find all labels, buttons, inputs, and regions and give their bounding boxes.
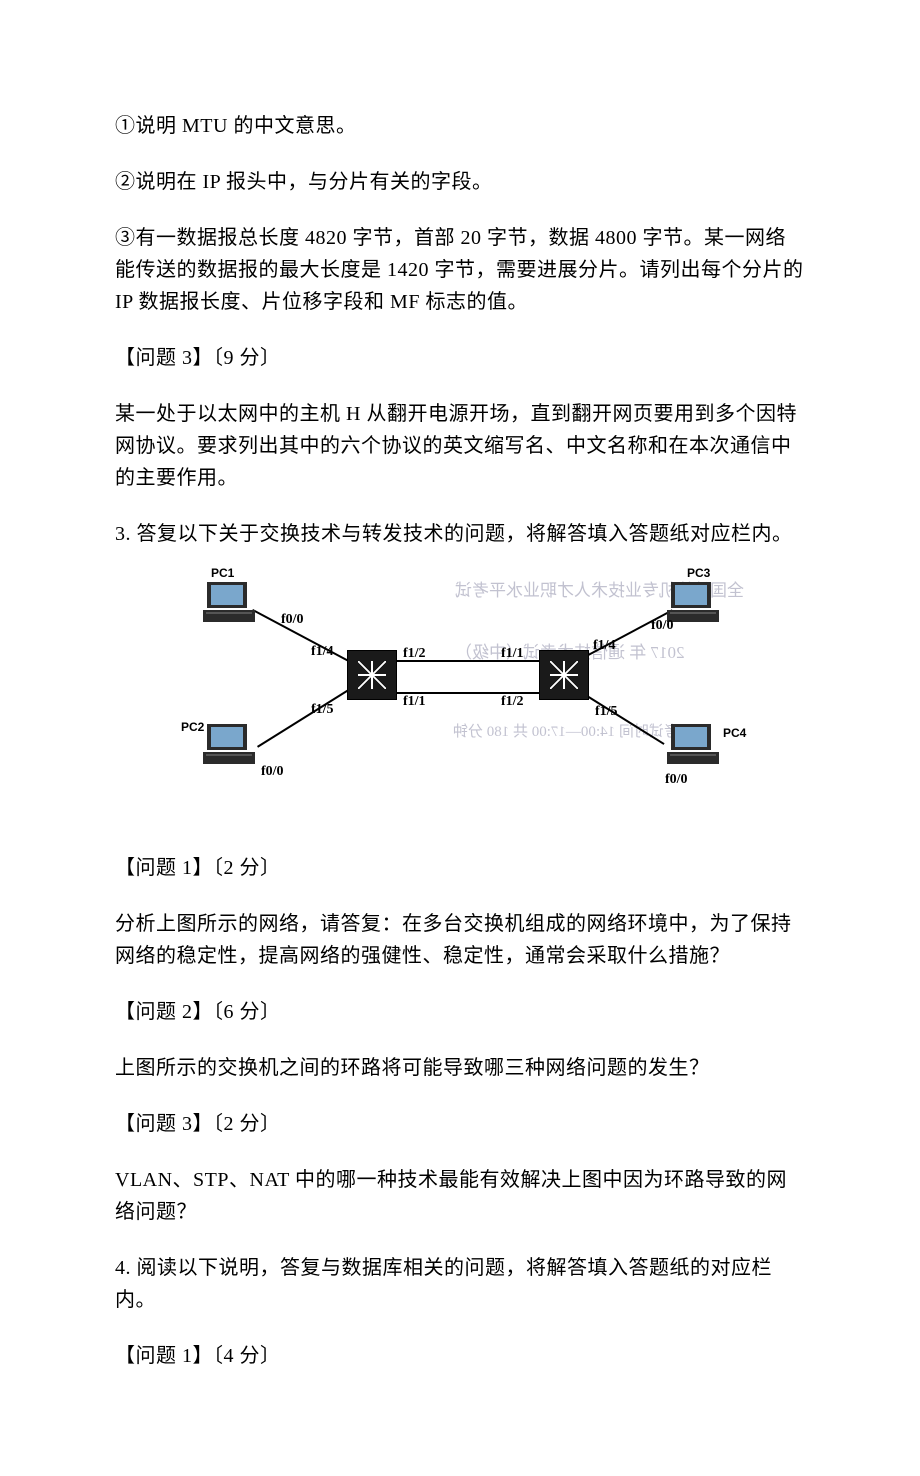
label-sw2-f14: f1/4 [593, 638, 616, 654]
pc3 [667, 580, 719, 626]
pc2-label: PC2 [181, 720, 204, 734]
item-1: ①说明 MTU 的中文意思。 [115, 110, 805, 142]
pc1-label: PC1 [211, 566, 234, 580]
label-sw1-f14: f1/4 [311, 644, 334, 660]
label-sw2-f12: f1/2 [501, 694, 524, 710]
section-4-intro: 4. 阅读以下说明，答复与数据库相关的问题，将解答填入答题纸的对应栏内。 [115, 1252, 805, 1316]
section-3-intro: 3. 答复以下关于交换技术与转发技术的问题，将解答填入答题纸对应栏内。 [115, 518, 805, 550]
label-pc2-f00: f0/0 [261, 764, 284, 780]
pc4-label: PC4 [723, 726, 746, 740]
label-sw2-f11: f1/1 [501, 646, 524, 662]
s4-q1-heading: 【问题 1】〔4 分〕 [115, 1340, 805, 1372]
pc4 [667, 722, 719, 768]
s3-q2-body: 上图所示的交换机之间的环路将可能导致哪三种网络问题的发生？ [115, 1052, 805, 1084]
label-sw1-f11: f1/1 [403, 694, 426, 710]
label-sw1-f12: f1/2 [403, 646, 426, 662]
network-diagram-container: 全国计算机专业技术人才职业水平考试 2017 年 通信技术考试（中级） 考试时间… [115, 574, 805, 802]
switch-2 [539, 650, 589, 700]
pc3-label: PC3 [687, 566, 710, 580]
label-sw2-f15: f1/5 [595, 704, 618, 720]
switch-1 [347, 650, 397, 700]
label-pc4-f00: f0/0 [665, 772, 688, 788]
label-sw1-f15: f1/5 [311, 702, 334, 718]
pc2 [203, 722, 255, 768]
question-3-body: 某一处于以太网中的主机 H 从翻开电源开场，直到翻开网页要用到多个因特网协议。要… [115, 398, 805, 494]
document-page: ①说明 MTU 的中文意思。 ②说明在 IP 报头中，与分片有关的字段。 ③有一… [0, 0, 920, 1476]
item-3: ③有一数据报总长度 4820 字节，首部 20 字节，数据 4800 字节。某一… [115, 222, 805, 318]
link-pc2-sw1 [257, 689, 350, 748]
item-2: ②说明在 IP 报头中，与分片有关的字段。 [115, 166, 805, 198]
pc1 [203, 580, 255, 626]
s3-q1-body: 分析上图所示的网络，请答复：在多台交换机组成的网络环境中，为了保持网络的稳定性，… [115, 908, 805, 972]
s3-q3-heading: 【问题 3】〔2 分〕 [115, 1108, 805, 1140]
s3-q3-body: VLAN、STP、NAT 中的哪一种技术最能有效解决上图中因为环路导致的网络问题… [115, 1164, 805, 1228]
network-diagram: 全国计算机专业技术人才职业水平考试 2017 年 通信技术考试（中级） 考试时间… [195, 574, 725, 802]
s3-q2-heading: 【问题 2】〔6 分〕 [115, 996, 805, 1028]
label-pc3-f00: f0/0 [651, 618, 674, 634]
question-3-heading: 【问题 3】〔9 分〕 [115, 342, 805, 374]
s3-q1-heading: 【问题 1】〔2 分〕 [115, 852, 805, 884]
label-pc1-f00: f0/0 [281, 612, 304, 628]
